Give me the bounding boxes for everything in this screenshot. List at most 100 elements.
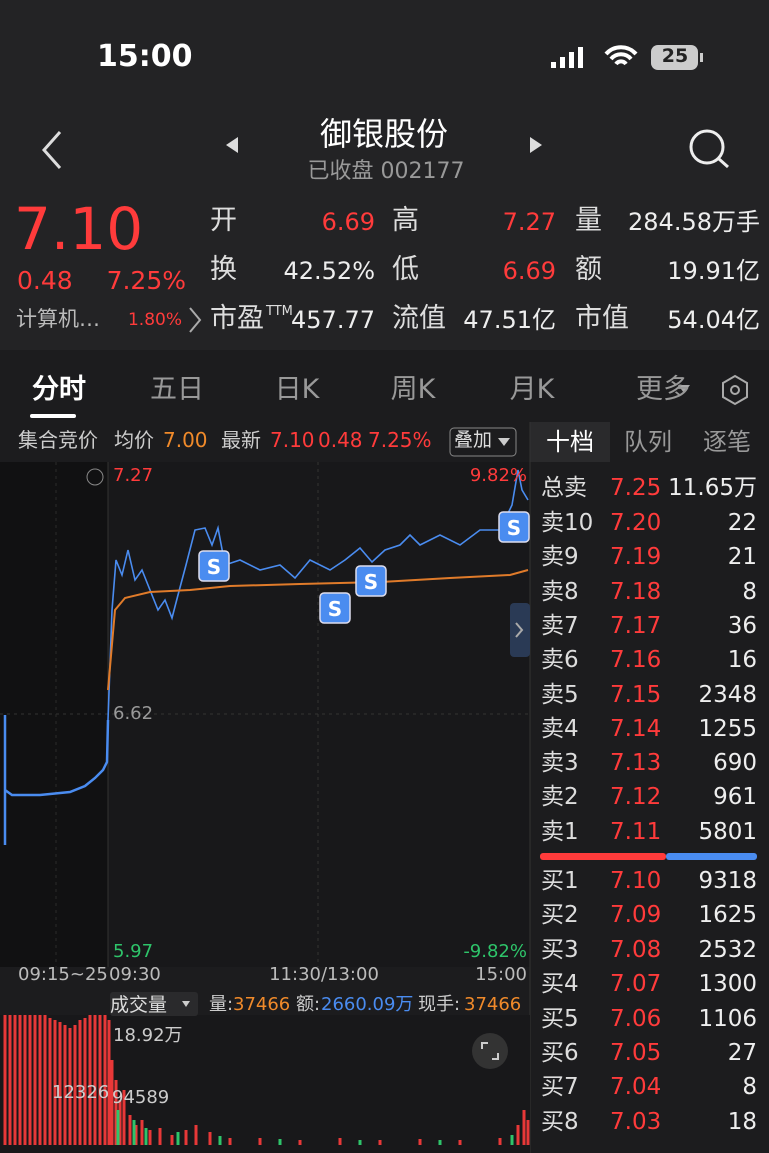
book-label: 卖2 [541, 784, 579, 811]
stock-name[interactable]: 御银股份 [319, 115, 449, 153]
latest-change: 0.48 [318, 428, 363, 452]
book-label: 买7 [541, 1074, 579, 1101]
book-tab[interactable]: 十档 [546, 428, 594, 456]
book-volume: 1106 [698, 1005, 757, 1032]
axis-mid: 6.62 [113, 703, 154, 724]
book-volume: 961 [713, 784, 757, 811]
book-price: 7.17 [610, 612, 662, 639]
book-label: 买5 [541, 1005, 579, 1032]
book-price: 7.06 [610, 1005, 662, 1032]
svg-text:S: S [207, 555, 221, 579]
book-volume: 11.65万 [668, 475, 757, 501]
book-price: 7.13 [610, 750, 662, 777]
stat-value: 54.04亿 [667, 306, 760, 334]
book-label: 买4 [541, 971, 579, 998]
stat-label: 市值 [575, 303, 629, 334]
svg-text:S: S [507, 516, 521, 540]
book-price: 7.25 [610, 475, 662, 501]
auction-label: 集合竞价 [18, 428, 98, 452]
vol-open: 94589 [112, 1087, 170, 1108]
book-tab[interactable]: 队列 [624, 428, 672, 456]
book-price: 7.04 [610, 1074, 662, 1101]
book-volume: 1300 [698, 971, 757, 998]
vol-pre: 12326 [52, 1082, 110, 1103]
last-price: 7.10 [14, 195, 144, 263]
stat-label: 换 [210, 254, 237, 285]
vol-max: 18.92万 [113, 1025, 183, 1046]
time-label: 09:15~25 [18, 964, 108, 985]
avg-price: 7.00 [163, 428, 208, 452]
axis-high: 7.27 [113, 465, 154, 486]
stat-value: 6.69 [502, 257, 556, 285]
book-volume: 36 [727, 612, 757, 639]
stat-label: 量 [575, 205, 602, 236]
price-change: 0.48 [17, 266, 73, 295]
stat-label: 低 [392, 254, 419, 285]
book-label: 卖5 [541, 681, 579, 708]
chart-tab[interactable]: 五日 [150, 374, 204, 405]
book-label: 卖4 [541, 715, 579, 742]
stat-label: 额 [575, 254, 602, 285]
book-volume: 27 [727, 1040, 757, 1066]
book-price: 7.16 [610, 647, 662, 674]
battery-level: 25 [661, 45, 689, 67]
book-price: 7.11 [610, 818, 662, 845]
book-price: 7.14 [610, 715, 662, 742]
book-volume: 21 [727, 544, 757, 571]
volume-selector[interactable]: 成交量 [110, 994, 168, 1016]
book-volume: 2348 [698, 681, 757, 708]
book-label: 卖1 [541, 818, 579, 845]
book-price: 7.07 [610, 971, 662, 998]
book-label: 买1 [541, 868, 579, 894]
stat-label: 流值 [392, 303, 446, 334]
book-label: 卖7 [541, 612, 579, 639]
time-label: 11:30/13:00 [269, 964, 379, 985]
book-price: 7.15 [610, 681, 662, 708]
stat-label: 开 [210, 205, 237, 236]
time-label: 09:30 [109, 964, 161, 985]
book-volume: 2532 [698, 936, 757, 963]
chart-tab[interactable]: 分时 [32, 374, 86, 405]
avg-label: 均价 [114, 428, 154, 452]
stat-label-sup: TTM [266, 304, 293, 319]
book-tab[interactable]: 逐笔 [703, 428, 751, 456]
book-price: 7.03 [610, 1108, 662, 1135]
book-volume: 8 [742, 578, 757, 605]
amt-label: 额: [296, 994, 321, 1015]
sector-name[interactable]: 计算机… [16, 307, 100, 331]
book-label: 卖3 [541, 750, 579, 777]
amt-value: 2660.09万 [321, 994, 414, 1015]
overlay-button[interactable]: 叠加 [454, 429, 493, 451]
stat-value: 284.58万手 [628, 208, 760, 236]
stat-value: 19.91亿 [667, 257, 760, 285]
hand-label: 现手: [418, 994, 461, 1015]
book-price: 7.20 [610, 510, 662, 536]
book-volume: 5801 [698, 818, 757, 845]
hand-value: 37466 [464, 994, 522, 1015]
vol-value: 37466 [233, 994, 291, 1015]
stat-label: 市盈 [210, 303, 264, 334]
stat-value: 457.77 [291, 306, 375, 334]
book-volume: 8 [742, 1074, 757, 1101]
latest-pct: 7.25% [368, 428, 432, 452]
book-price: 7.08 [610, 936, 662, 963]
book-price: 7.12 [610, 784, 662, 811]
time-label: 15:00 [475, 964, 527, 985]
chart-tab[interactable]: 月K [509, 374, 555, 405]
sector-pct: 1.80% [127, 310, 182, 330]
book-volume: 18 [727, 1108, 757, 1135]
book-volume: 22 [727, 510, 757, 536]
axis-high-pct: 9.82% [469, 465, 527, 486]
chart-tab[interactable]: 更多 [636, 374, 690, 405]
stock-code: 已收盘 002177 [307, 159, 465, 184]
book-label: 卖10 [541, 510, 594, 536]
chart-tab[interactable]: 日K [274, 374, 320, 405]
chart-tab[interactable]: 周K [390, 374, 436, 405]
book-volume: 690 [713, 750, 757, 777]
book-volume: 1255 [698, 715, 757, 742]
latest-price: 7.10 [270, 428, 315, 452]
stat-value: 6.69 [321, 208, 375, 236]
stat-label: 高 [392, 205, 419, 236]
